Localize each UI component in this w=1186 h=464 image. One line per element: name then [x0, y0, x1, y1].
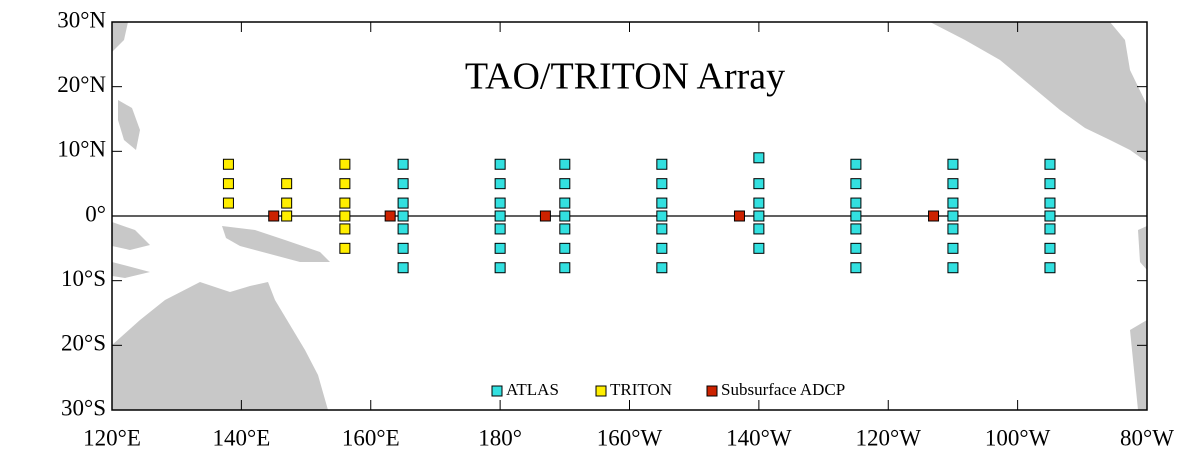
- buoy-marker: [559, 223, 571, 235]
- buoy-marker: [753, 223, 765, 235]
- buoy-marker: [753, 197, 765, 209]
- buoy-marker: [1044, 178, 1056, 190]
- buoy-marker: [397, 158, 409, 170]
- buoy-marker: [1044, 223, 1056, 235]
- y-tick-label: 10°S: [61, 266, 106, 291]
- chart-title: TAO/TRITON Array: [465, 56, 785, 98]
- y-tick-label: 30°S: [61, 395, 106, 420]
- legend-label: Subsurface ADCP: [721, 380, 845, 399]
- legend-swatch: [595, 385, 607, 397]
- buoy-marker: [397, 262, 409, 274]
- buoy-marker: [494, 262, 506, 274]
- buoy-marker: [947, 262, 959, 274]
- buoy-marker: [947, 178, 959, 190]
- x-tick-label: 120°E: [83, 425, 141, 450]
- buoy-marker: [339, 178, 351, 190]
- buoy-marker: [850, 158, 862, 170]
- buoy-marker: [1044, 262, 1056, 274]
- buoy-marker: [656, 197, 668, 209]
- buoy-marker: [559, 197, 571, 209]
- buoy-marker: [733, 210, 745, 222]
- buoy-marker: [1044, 210, 1056, 222]
- buoy-marker: [753, 242, 765, 254]
- buoy-marker: [656, 242, 668, 254]
- buoy-marker: [281, 197, 293, 209]
- buoy-marker: [281, 178, 293, 190]
- buoy-marker: [850, 262, 862, 274]
- buoy-marker: [222, 158, 234, 170]
- buoy-marker: [850, 197, 862, 209]
- buoy-marker: [947, 223, 959, 235]
- buoy-marker: [1044, 197, 1056, 209]
- buoy-marker: [753, 152, 765, 164]
- buoy-marker: [559, 262, 571, 274]
- buoy-marker: [397, 210, 409, 222]
- buoy-marker: [222, 197, 234, 209]
- buoy-marker: [339, 210, 351, 222]
- legend-label: TRITON: [610, 380, 672, 399]
- buoy-marker: [222, 178, 234, 190]
- buoy-marker: [850, 178, 862, 190]
- x-tick-label: 160°W: [597, 425, 663, 450]
- y-tick-label: 20°S: [61, 331, 106, 356]
- buoy-marker: [494, 178, 506, 190]
- buoy-marker: [1044, 158, 1056, 170]
- x-tick-label: 180°: [478, 425, 522, 450]
- x-tick-label: 140°W: [726, 425, 792, 450]
- buoy-marker: [494, 158, 506, 170]
- buoy-marker: [494, 242, 506, 254]
- buoy-marker: [339, 242, 351, 254]
- buoy-marker: [1044, 242, 1056, 254]
- buoy-marker: [753, 210, 765, 222]
- buoy-marker: [947, 242, 959, 254]
- buoy-marker: [397, 178, 409, 190]
- buoy-marker: [559, 158, 571, 170]
- buoy-marker: [850, 210, 862, 222]
- y-tick-label: 10°N: [57, 137, 106, 162]
- x-tick-label: 100°W: [985, 425, 1051, 450]
- buoy-marker: [397, 242, 409, 254]
- buoy-marker: [656, 210, 668, 222]
- y-tick-label: 30°N: [57, 7, 106, 32]
- buoy-marker: [397, 197, 409, 209]
- buoy-marker: [928, 210, 940, 222]
- buoy-marker: [947, 210, 959, 222]
- buoy-marker: [339, 158, 351, 170]
- buoy-marker: [656, 158, 668, 170]
- buoy-marker: [384, 210, 396, 222]
- buoy-marker: [494, 223, 506, 235]
- buoy-marker: [494, 197, 506, 209]
- y-tick-label: 0°: [85, 201, 106, 226]
- buoy-marker: [559, 242, 571, 254]
- buoy-marker: [397, 223, 409, 235]
- x-tick-label: 120°W: [856, 425, 922, 450]
- buoy-marker: [559, 210, 571, 222]
- buoy-marker: [850, 223, 862, 235]
- buoy-marker: [947, 158, 959, 170]
- buoy-marker: [339, 197, 351, 209]
- buoy-marker: [656, 178, 668, 190]
- buoy-marker: [339, 223, 351, 235]
- legend-swatch: [491, 385, 503, 397]
- buoy-marker: [559, 178, 571, 190]
- buoy-marker: [947, 197, 959, 209]
- buoy-marker: [539, 210, 551, 222]
- buoy-marker: [656, 262, 668, 274]
- legend-label: ATLAS: [506, 380, 559, 399]
- buoy-marker: [753, 178, 765, 190]
- x-tick-label: 160°E: [342, 425, 400, 450]
- buoy-marker: [656, 223, 668, 235]
- buoy-marker: [268, 210, 280, 222]
- y-tick-label: 20°N: [57, 72, 106, 97]
- buoy-marker: [494, 210, 506, 222]
- land: [112, 22, 1147, 410]
- x-tick-label: 140°E: [213, 425, 271, 450]
- legend-swatch: [706, 385, 718, 397]
- buoy-marker: [850, 242, 862, 254]
- buoy-marker: [281, 210, 293, 222]
- x-tick-label: 80°W: [1120, 425, 1174, 450]
